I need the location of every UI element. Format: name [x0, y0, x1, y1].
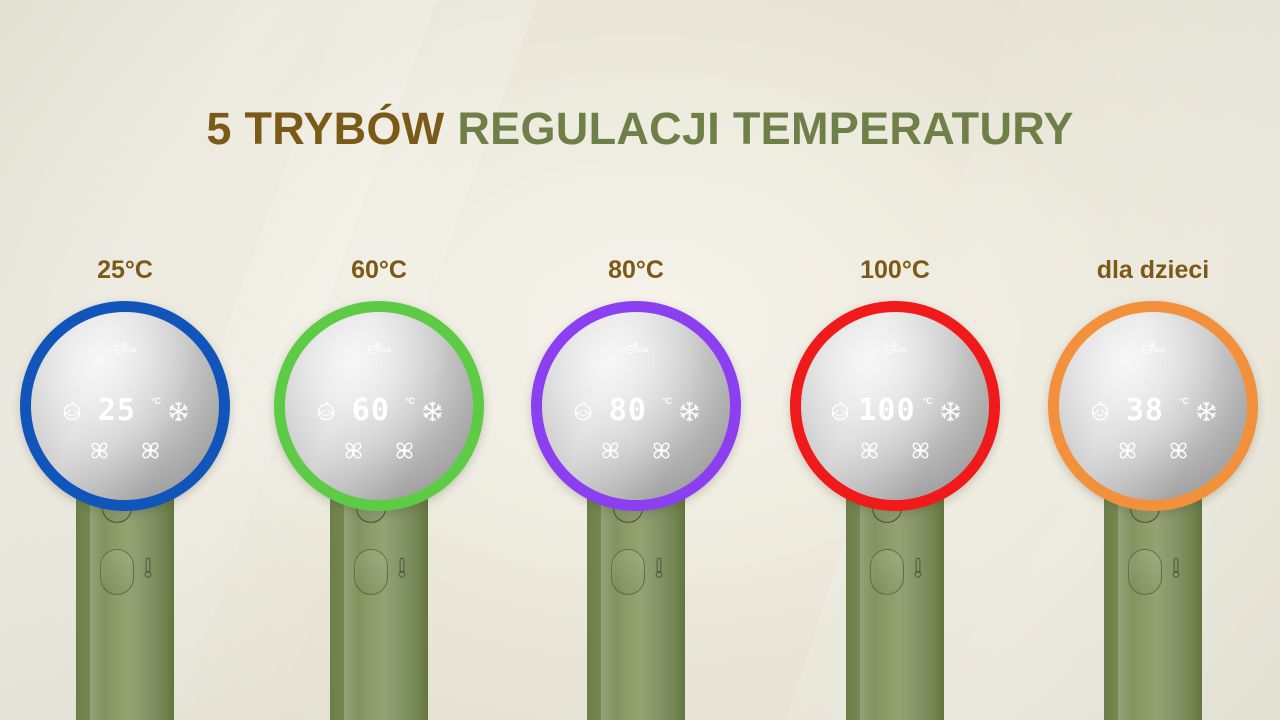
display-screen[interactable]: ION 60 °C: [285, 312, 473, 500]
ion-label: ION: [636, 348, 648, 354]
cool-shot-button[interactable]: [1128, 549, 1162, 595]
fan-speed-row: [542, 440, 730, 461]
snowflake-icon: [1196, 401, 1217, 422]
hairdryer-illustration-2: IIIO ION: [256, 301, 502, 720]
fan-icon: [910, 440, 931, 461]
temperature-unit: °C: [404, 396, 416, 406]
ion-icon: [624, 342, 639, 355]
fan-speed-row: [801, 440, 989, 461]
fan-icon: [89, 440, 110, 461]
cool-shot-button[interactable]: [870, 549, 904, 595]
temperature-value: 60: [351, 393, 390, 428]
temperature-unit: °C: [661, 396, 673, 406]
temperature-value: 100: [858, 393, 916, 428]
temperature-unit: °C: [1178, 396, 1190, 406]
page-title: 5 TRYBÓW REGULACJI TEMPERATURY: [0, 103, 1280, 155]
cool-shot-button[interactable]: [611, 549, 645, 595]
hairdryer-illustration-4: IIIO ION: [772, 301, 1018, 720]
ion-indicator: ION: [31, 342, 219, 355]
baby-face-icon: [61, 400, 83, 422]
display-screen[interactable]: ION 100 °C: [801, 312, 989, 500]
temperature-unit: °C: [150, 396, 162, 406]
thermometer-icon: [1172, 557, 1180, 579]
fan-icon: [859, 440, 880, 461]
device-caption-5: dla dzieci: [1096, 256, 1210, 284]
temperature-row: 25 °C: [31, 388, 219, 434]
device-display-head: ION 80 °C: [531, 301, 741, 511]
device-card-3: 80°C IIIO: [513, 255, 759, 720]
ion-icon: [883, 342, 898, 355]
thermometer-icon: [655, 557, 663, 579]
fan-icon: [1168, 440, 1189, 461]
fan-icon: [651, 440, 672, 461]
cool-shot-button[interactable]: [354, 549, 388, 595]
ion-icon: [367, 342, 382, 355]
thermometer-icon: [914, 557, 922, 579]
hairdryer-illustration-5: IIIO ION: [1030, 301, 1276, 720]
temperature-value: 80: [608, 393, 647, 428]
ion-indicator: ION: [285, 342, 473, 355]
fan-speed-row: [31, 440, 219, 461]
device-card-4: 100°C IIIO: [772, 255, 1018, 720]
cool-shot-button[interactable]: [100, 549, 134, 595]
fan-icon: [600, 440, 621, 461]
baby-face-icon: [829, 400, 851, 422]
temperature-row: 60 °C: [285, 388, 473, 434]
display-screen[interactable]: ION 25 °C: [31, 312, 219, 500]
page-title-part-one: 5 TRYBÓW: [206, 103, 458, 154]
temperature-row: 80 °C: [542, 388, 730, 434]
device-display-head: ION 60 °C: [274, 301, 484, 511]
snowflake-icon: [940, 401, 961, 422]
temperature-row: 100 °C: [801, 388, 989, 434]
device-row: 25°C IIIO: [0, 255, 1280, 720]
snowflake-icon: [422, 401, 443, 422]
display-screen[interactable]: ION 38 °C: [1059, 312, 1247, 500]
device-caption-3: 80°C: [608, 256, 664, 284]
ion-indicator: ION: [1059, 342, 1247, 355]
device-caption-4: 100°C: [860, 256, 930, 284]
device-card-5: dla dzieci IIIO: [1030, 255, 1276, 720]
fan-icon: [343, 440, 364, 461]
fan-icon: [1117, 440, 1138, 461]
temperature-row: 38 °C: [1059, 388, 1247, 434]
baby-face-icon: [1089, 400, 1111, 422]
thermometer-icon: [398, 557, 406, 579]
snowflake-icon: [168, 401, 189, 422]
ion-indicator: ION: [542, 342, 730, 355]
ion-label: ION: [125, 348, 137, 354]
fan-speed-row: [1059, 440, 1247, 461]
device-caption-1: 25°C: [97, 256, 153, 284]
ion-icon: [1141, 342, 1156, 355]
ion-label: ION: [895, 348, 907, 354]
ion-indicator: ION: [801, 342, 989, 355]
device-display-head: ION 38 °C: [1048, 301, 1258, 511]
ion-label: ION: [1153, 348, 1165, 354]
ion-icon: [113, 342, 128, 355]
fan-speed-row: [285, 440, 473, 461]
fan-icon: [394, 440, 415, 461]
baby-face-icon: [572, 400, 594, 422]
snowflake-icon: [679, 401, 700, 422]
page-title-part-two: REGULACJI TEMPERATURY: [457, 103, 1074, 154]
device-display-head: ION 100 °C: [790, 301, 1000, 511]
device-caption-2: 60°C: [351, 256, 407, 284]
thermometer-icon: [144, 557, 152, 579]
hairdryer-illustration-3: IIIO ION: [513, 301, 759, 720]
hairdryer-illustration-1: IIIO ION: [2, 301, 248, 720]
device-card-1: 25°C IIIO: [2, 255, 248, 720]
display-screen[interactable]: ION 80 °C: [542, 312, 730, 500]
baby-face-icon: [315, 400, 337, 422]
temperature-value: 25: [97, 393, 136, 428]
ion-label: ION: [379, 348, 391, 354]
fan-icon: [140, 440, 161, 461]
device-display-head: ION 25 °C: [20, 301, 230, 511]
temperature-unit: °C: [922, 396, 933, 406]
device-card-2: 60°C IIIO: [256, 255, 502, 720]
temperature-value: 38: [1125, 393, 1164, 428]
